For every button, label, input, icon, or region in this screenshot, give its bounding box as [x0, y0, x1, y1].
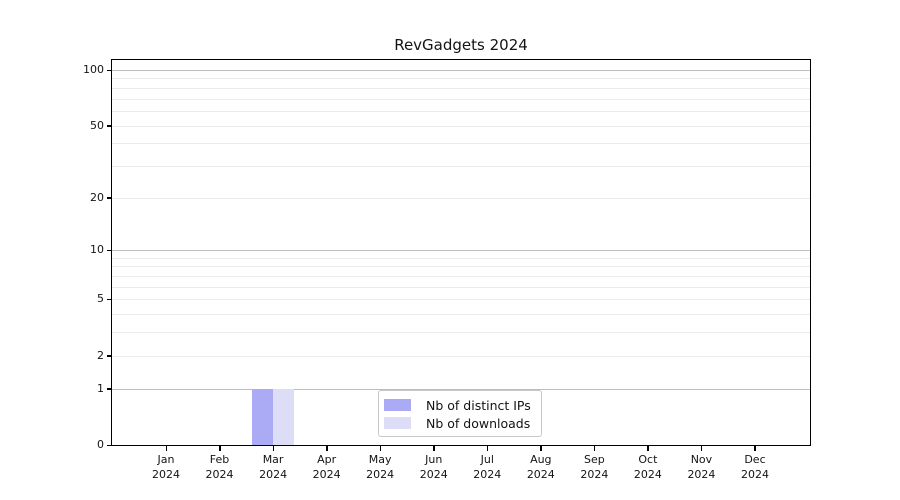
y-tick-label: 10 [90, 243, 104, 257]
x-tick-label: Sep 2024 [564, 452, 624, 482]
x-tick-mark [165, 446, 167, 451]
legend-item: Nb of distinct IPs [384, 396, 535, 414]
chart-title: RevGadgets 2024 [394, 36, 528, 54]
plot-area [111, 59, 811, 446]
y-tick-mark [107, 249, 112, 252]
legend-swatch-distinct-ips [384, 399, 411, 411]
gridline-minor [112, 355, 810, 357]
x-tick-mark [379, 446, 382, 451]
x-tick-year: 2024 [687, 468, 716, 481]
gridline-minor [112, 165, 810, 167]
x-tick-mark [486, 446, 489, 451]
x-tick-label: Jan 2024 [136, 452, 196, 482]
y-tick-mark [107, 125, 112, 127]
y-tick-label: 50 [90, 118, 104, 132]
gridline-major [112, 70, 810, 71]
x-tick-label: May 2024 [350, 452, 410, 482]
x-tick-label: Feb 2024 [190, 452, 250, 482]
gridline-minor [112, 286, 810, 288]
x-tick-label: Nov 2024 [671, 452, 731, 482]
gridline-major [112, 250, 810, 252]
legend-item: Nb of downloads [384, 414, 535, 432]
gridline-minor [112, 314, 810, 316]
x-tick-label: Oct 2024 [618, 452, 678, 482]
x-tick-year: 2024 [205, 468, 234, 481]
x-tick-year: 2024 [580, 468, 609, 481]
gridline-minor [112, 143, 810, 145]
gridline-minor [112, 125, 810, 127]
y-tick-label: 5 [97, 292, 104, 306]
gridline-minor [112, 110, 810, 112]
gridline-major [112, 388, 810, 390]
x-tick-label: Apr 2024 [297, 452, 357, 482]
x-tick-mark [540, 446, 542, 451]
gridline-minor [112, 98, 810, 100]
x-tick-mark [219, 446, 221, 451]
bar-downloads [273, 388, 295, 445]
x-tick-mark [754, 446, 756, 451]
y-tick-label: 100 [83, 63, 104, 76]
y-tick-mark [107, 298, 112, 301]
gridline-minor [112, 299, 810, 301]
x-tick-year: 2024 [473, 468, 502, 481]
x-tick-year: 2024 [259, 468, 288, 481]
x-tick-mark [272, 446, 275, 451]
gridline-minor [112, 332, 810, 334]
gridline-minor [112, 78, 810, 80]
x-tick-mark [700, 446, 703, 451]
gridline-minor [112, 257, 810, 259]
y-tick-mark [107, 197, 112, 199]
gridline-minor [112, 266, 810, 268]
x-tick-mark [593, 446, 596, 451]
x-tick-year: 2024 [419, 468, 448, 481]
legend: Nb of distinct IPs Nb of downloads [378, 390, 542, 437]
legend-label: Nb of distinct IPs [426, 397, 531, 413]
x-tick-year: 2024 [152, 468, 180, 481]
x-tick-year: 2024 [526, 468, 555, 481]
legend-swatch-downloads [384, 417, 411, 429]
x-tick-label: Jul 2024 [457, 452, 517, 482]
y-tick-label: 2 [97, 348, 104, 362]
x-tick-label: Dec 2024 [725, 452, 785, 482]
x-tick-year: 2024 [633, 468, 662, 481]
y-tick-label: 0 [97, 438, 104, 451]
x-tick-mark [326, 446, 328, 451]
gridline-minor [112, 87, 810, 89]
y-tick-mark [107, 444, 112, 446]
y-tick-mark [107, 69, 112, 71]
x-tick-label: Aug 2024 [511, 452, 571, 482]
legend-label: Nb of downloads [426, 415, 531, 431]
y-tick-mark [107, 355, 112, 357]
gridline-minor [112, 197, 810, 199]
bar-distinct-ips [251, 388, 274, 445]
x-tick-label: Jun 2024 [404, 452, 464, 482]
x-tick-mark [647, 446, 649, 451]
y-tick-mark [107, 388, 112, 390]
gridline-minor [112, 276, 810, 278]
x-tick-mark [433, 446, 435, 451]
x-tick-year: 2024 [366, 468, 395, 481]
y-tick-label: 1 [97, 381, 104, 395]
x-tick-year: 2024 [312, 468, 341, 481]
x-tick-label: Mar 2024 [243, 452, 303, 482]
x-tick-year: 2024 [740, 468, 769, 481]
y-tick-label: 20 [90, 190, 104, 204]
